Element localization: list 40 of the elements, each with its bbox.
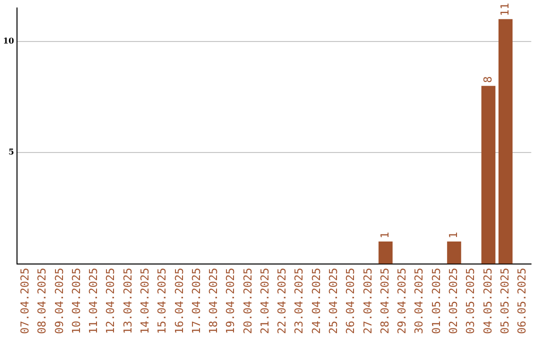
x-tick-label: 10.04.2025	[70, 268, 83, 334]
bar	[447, 242, 462, 264]
y-tick-label: 5	[8, 146, 14, 157]
x-tick-label: 22.04.2025	[276, 268, 289, 334]
x-tick-label: 07.04.2025	[18, 268, 32, 334]
x-tick-label: 16.04.2025	[172, 268, 186, 334]
bar	[481, 86, 496, 264]
x-tick-label: 24.04.2025	[310, 268, 323, 334]
x-tick-label: 27.04.2025	[361, 268, 374, 334]
x-tick-label: 03.05.2025	[464, 268, 478, 334]
x-tick-label: 18.04.2025	[207, 268, 220, 334]
x-tick-label: 06.05.2025	[516, 268, 529, 334]
bar	[378, 242, 393, 264]
x-tick-label: 11.04.2025	[87, 268, 100, 334]
x-tick-label: 12.04.2025	[104, 268, 118, 334]
x-tick-label: 25.04.2025	[327, 268, 340, 334]
x-tick-label: 17.04.2025	[190, 268, 203, 334]
x-tick-label: 09.04.2025	[52, 268, 66, 334]
x-tick-label: 29.04.2025	[396, 268, 409, 334]
x-tick-label: 30.04.2025	[412, 268, 426, 334]
x-tick-label: 08.04.2025	[36, 268, 49, 334]
x-tick-label: 05.05.2025	[498, 268, 512, 334]
data-label: 11	[498, 2, 512, 16]
x-tick-label: 04.05.2025	[481, 268, 494, 334]
x-tick-label: 13.04.2025	[121, 268, 134, 334]
x-tick-label: 20.04.2025	[241, 268, 254, 334]
data-label: 8	[481, 76, 494, 83]
bar	[498, 19, 513, 264]
x-tick-label: 14.04.2025	[138, 268, 152, 334]
x-tick-label: 28.04.2025	[378, 268, 392, 334]
data-label: 1	[378, 232, 392, 239]
y-tick-label: 10	[2, 35, 15, 46]
x-tick-label: 26.04.2025	[344, 268, 358, 334]
x-tick-label: 19.04.2025	[224, 268, 238, 334]
data-label: 1	[446, 232, 460, 239]
x-tick-label: 01.05.2025	[430, 268, 443, 334]
x-tick-label: 21.04.2025	[258, 268, 272, 334]
x-tick-label: 02.05.2025	[446, 268, 460, 334]
x-tick-label: 15.04.2025	[156, 268, 169, 334]
x-tick-label: 23.04.2025	[292, 268, 306, 334]
